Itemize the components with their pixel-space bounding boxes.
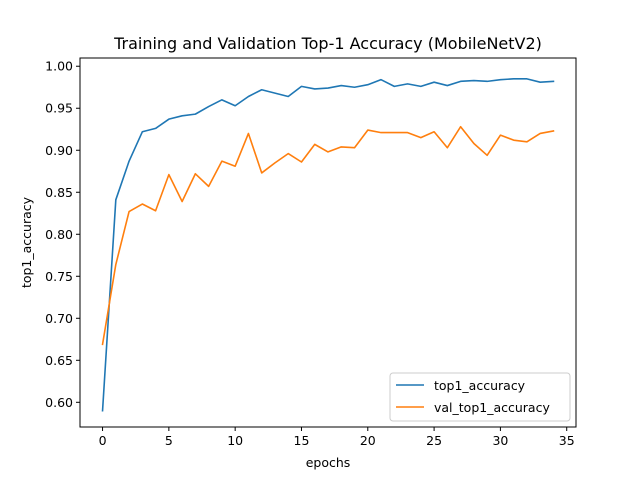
y-tick-label: 1.00	[45, 59, 73, 74]
x-tick-label: 15	[294, 433, 310, 448]
y-tick-label: 0.85	[45, 185, 73, 200]
x-tick-label: 25	[426, 433, 442, 448]
y-tick-label: 0.95	[45, 101, 73, 116]
chart-title: Training and Validation Top-1 Accuracy (…	[113, 34, 542, 53]
x-tick-label: 30	[492, 433, 508, 448]
y-axis-label: top1_accuracy	[19, 196, 34, 288]
legend-label-val-top1-accuracy: val_top1_accuracy	[434, 400, 550, 415]
y-tick-label: 0.90	[45, 143, 73, 158]
x-tick-label: 35	[559, 433, 575, 448]
y-tick-label: 0.80	[45, 227, 73, 242]
y-tick-label: 0.75	[45, 269, 73, 284]
y-tick-label: 0.60	[45, 395, 73, 410]
x-tick-label: 10	[227, 433, 243, 448]
series-line-val-top1-accuracy	[101, 125, 555, 346]
x-tick-label: 20	[360, 433, 376, 448]
y-tick-label: 0.70	[45, 311, 73, 326]
y-tick-label: 0.65	[45, 353, 73, 368]
series-layer	[101, 78, 555, 412]
plot-frame	[79, 57, 577, 428]
x-tick-label: 5	[165, 433, 173, 448]
legend-label-top1-accuracy: top1_accuracy	[434, 378, 526, 393]
legend-box	[389, 372, 571, 422]
x-tick-label: 0	[99, 433, 107, 448]
series-line-top1-accuracy	[101, 78, 555, 412]
y-axis: 0.60 0.65 0.70 0.75 0.80 0.85 0.90 0.95 1.00	[45, 59, 80, 410]
x-axis-label: epochs	[306, 455, 351, 470]
x-axis: 0 5 10 15 20 25 30 35	[99, 427, 575, 448]
legend: top1_accuracy val_top1_accuracy	[389, 372, 571, 422]
